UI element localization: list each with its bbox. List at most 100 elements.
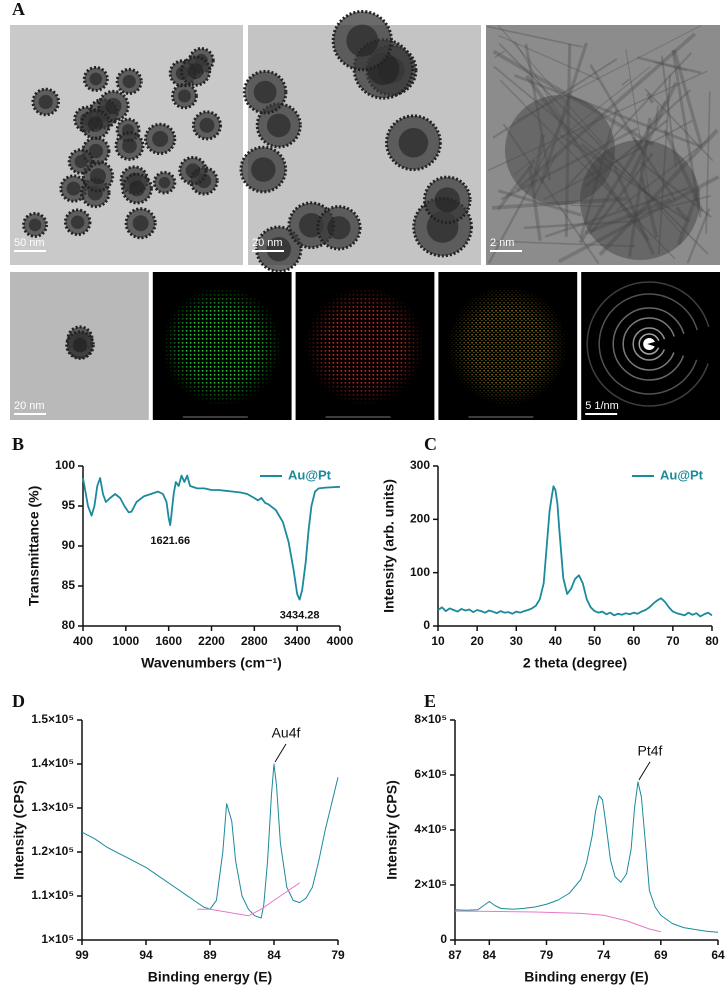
panel-label: D [12, 691, 25, 711]
y-tick-label: 1.5×10⁵ [31, 712, 74, 726]
particle-core [89, 72, 103, 86]
legend-label: Au@Pt [660, 467, 704, 482]
x-tick-label: 20 [470, 634, 484, 648]
annotation: Pt4f [638, 743, 663, 759]
particle-core [38, 94, 53, 110]
y-axis-title: Intensity (CPS) [384, 780, 400, 880]
lattice-fringe [671, 49, 702, 218]
eds-dots [295, 277, 435, 425]
particle-core [129, 180, 145, 197]
eds-signal [295, 277, 435, 425]
y-tick-label: 300 [410, 458, 430, 472]
dark-region [505, 95, 615, 205]
scale-bar-label: 20 nm [252, 237, 283, 249]
x-tick-label: 2800 [241, 634, 268, 648]
lattice-fringe [498, 35, 599, 81]
lattice-fringe [486, 25, 583, 48]
lattice-fringe [626, 195, 712, 219]
lattice-fringe [676, 187, 701, 246]
beam-stop [647, 324, 720, 367]
x-tick-label: 50 [588, 634, 602, 648]
x-axis-title: Wavenumbers (cm⁻¹) [141, 655, 282, 671]
legend-label: Au@Pt [288, 467, 332, 482]
lattice-fringe [660, 55, 677, 168]
particle-core [266, 113, 291, 138]
x-tick-label: 84 [267, 948, 281, 962]
eds-dots [438, 277, 578, 425]
x-tick-label: 400 [73, 634, 93, 648]
lattice-fringe [490, 240, 636, 248]
x-axis-title: 2 theta (degree) [523, 655, 627, 671]
particle-core [87, 116, 104, 133]
lattice-fringe [629, 81, 678, 177]
x-tick-label: 2200 [198, 634, 225, 648]
particle-core [74, 155, 88, 168]
micrographs: 50 nm 20 nm 2 nm 20 nm 5 1/nm [10, 9, 720, 425]
particle-core [70, 215, 85, 229]
lattice-fringe [558, 175, 720, 264]
lattice-fringe [588, 152, 654, 236]
particle-core [346, 24, 379, 57]
lattice-fringe [644, 88, 714, 162]
annotation: 1621.66 [150, 535, 190, 547]
lattice-fringe [674, 206, 691, 224]
lattice-fringe [646, 92, 655, 104]
particle-core [327, 216, 351, 240]
scale-bar-label: 5 1/nm [585, 400, 619, 412]
eds-signal [152, 277, 292, 425]
x-tick-label: 99 [75, 948, 89, 962]
y-tick-label: 90 [62, 538, 76, 552]
x-tick-label: 80 [705, 634, 719, 648]
lattice-fringe [598, 128, 719, 257]
lattice-fringe [640, 161, 712, 219]
annotation-leader [274, 743, 287, 763]
lattice-fringe [621, 78, 631, 86]
x-tick-label: 69 [654, 948, 668, 962]
particle-core [122, 138, 137, 154]
y-tick-label: 4×10⁵ [414, 822, 447, 836]
y-axis-title: Transmittance (%) [26, 486, 42, 607]
panel-label: A [12, 0, 25, 19]
y-tick-label: 80 [62, 618, 76, 632]
particle-core [152, 130, 169, 147]
particle-core [187, 63, 204, 79]
x-tick-label: 70 [666, 634, 680, 648]
particle-core [398, 127, 429, 158]
x-tick-label: 64 [711, 948, 725, 962]
particle-core [28, 218, 42, 232]
y-tick-label: 200 [410, 512, 430, 526]
x-axis-title: Binding energy (E) [148, 969, 272, 985]
annotation-leader [638, 761, 651, 781]
y-tick-label: 1.3×10⁵ [31, 800, 74, 814]
lattice-fringe [657, 74, 672, 255]
scale-bar-label: 2 nm [490, 237, 514, 249]
particle-core [105, 97, 122, 115]
dark-region [580, 140, 700, 260]
lattice-fringe [584, 197, 672, 235]
particle-core [253, 80, 277, 104]
x-tick-label: 10 [431, 634, 445, 648]
lattice-fringe [705, 91, 711, 234]
y-tick-label: 1.2×10⁵ [31, 844, 74, 858]
eds-signal [438, 277, 578, 425]
data-line [437, 485, 713, 618]
annotation: Au4f [272, 725, 301, 741]
lattice-fringe [654, 105, 659, 127]
lattice-fringe [636, 56, 702, 75]
lattice-fringe [578, 100, 668, 244]
lattice-fringe [639, 176, 659, 238]
particle-core [177, 89, 191, 103]
particle-core [266, 236, 292, 262]
particle-core [88, 143, 104, 159]
data-line [454, 781, 719, 933]
data-line [82, 474, 341, 601]
x-tick-label: 40 [549, 634, 563, 648]
y-tick-label: 2×10⁵ [414, 877, 447, 891]
lattice-fringe [627, 117, 652, 257]
eds-dots [152, 277, 292, 425]
lattice-fringe [625, 48, 651, 202]
x-tick-label: 3400 [284, 634, 311, 648]
particle-core [199, 117, 215, 133]
panel-label: B [12, 434, 24, 454]
